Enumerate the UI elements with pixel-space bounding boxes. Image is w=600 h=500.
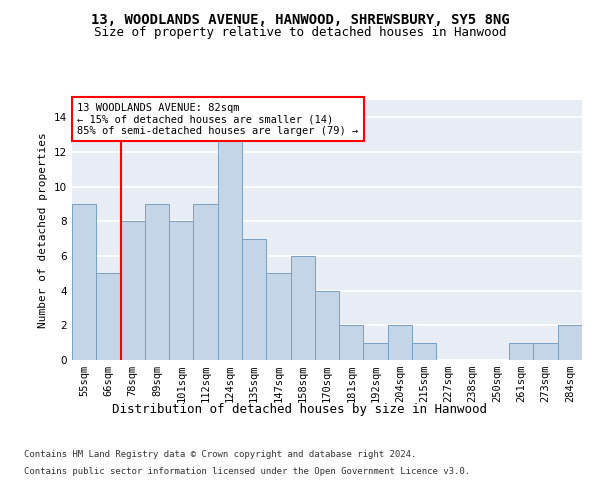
Bar	[509, 342, 533, 360]
Bar	[193, 204, 218, 360]
Bar	[339, 326, 364, 360]
Text: 13 WOODLANDS AVENUE: 82sqm
← 15% of detached houses are smaller (14)
85% of semi: 13 WOODLANDS AVENUE: 82sqm ← 15% of deta…	[77, 102, 358, 136]
Text: Contains public sector information licensed under the Open Government Licence v3: Contains public sector information licen…	[24, 468, 470, 476]
Bar	[388, 326, 412, 360]
Bar	[72, 204, 96, 360]
Bar	[96, 274, 121, 360]
Bar	[364, 342, 388, 360]
Bar	[412, 342, 436, 360]
Text: Contains HM Land Registry data © Crown copyright and database right 2024.: Contains HM Land Registry data © Crown c…	[24, 450, 416, 459]
Bar	[315, 290, 339, 360]
Bar	[290, 256, 315, 360]
Bar	[558, 326, 582, 360]
Bar	[242, 238, 266, 360]
Text: Size of property relative to detached houses in Hanwood: Size of property relative to detached ho…	[94, 26, 506, 39]
Y-axis label: Number of detached properties: Number of detached properties	[38, 132, 49, 328]
Text: Distribution of detached houses by size in Hanwood: Distribution of detached houses by size …	[113, 402, 487, 415]
Bar	[121, 222, 145, 360]
Bar	[266, 274, 290, 360]
Bar	[218, 118, 242, 360]
Bar	[169, 222, 193, 360]
Text: 13, WOODLANDS AVENUE, HANWOOD, SHREWSBURY, SY5 8NG: 13, WOODLANDS AVENUE, HANWOOD, SHREWSBUR…	[91, 12, 509, 26]
Bar	[145, 204, 169, 360]
Bar	[533, 342, 558, 360]
